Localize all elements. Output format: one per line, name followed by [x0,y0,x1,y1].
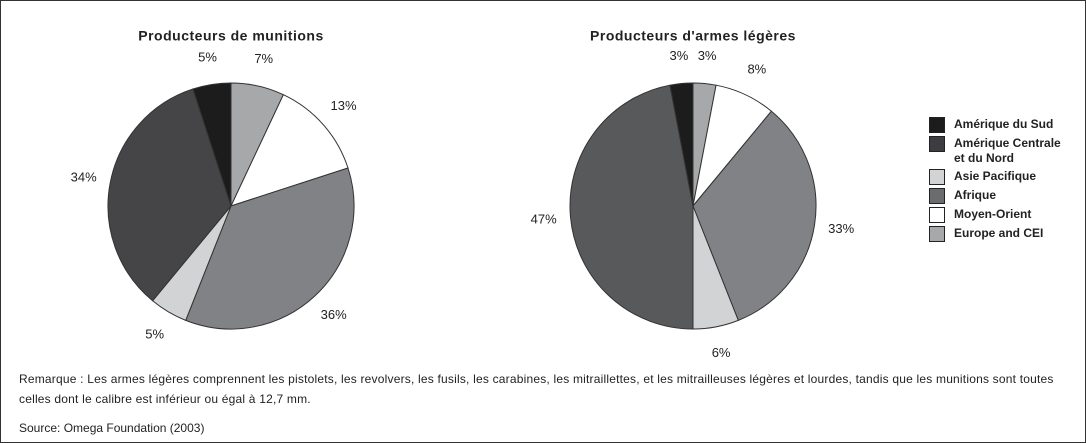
source: Source: Omega Foundation (2003) [19,421,205,435]
pie-slice [569,84,694,330]
note: Remarque : Les armes légères comprennent… [19,372,1054,406]
pie-slice [107,88,232,302]
legend-swatch [929,188,945,204]
pie-slice [185,167,355,330]
slice-label: 34% [71,169,97,184]
legend-swatch [929,207,945,223]
slice-label: 7% [254,51,273,66]
slice-label: 6% [712,345,731,360]
legend-label: Europe and CEI [954,226,1044,240]
slice-label: 3% [669,48,688,63]
slice-label: 36% [321,307,347,322]
pie-slice [230,94,349,207]
slice-label: 3% [698,48,717,63]
legend-label: Moyen-Orient [954,207,1032,221]
legend-label: Amérique du Sud [954,117,1054,131]
chart-title: Producteurs d'armes légères [590,28,796,44]
legend-swatch [929,136,945,152]
legend-swatch [929,117,945,133]
slice-label: 47% [531,212,557,227]
legend-swatch [929,169,945,185]
pie-slice [692,110,817,322]
pie-slice [669,82,694,207]
slice-label: 5% [145,327,164,342]
legend-label: Amérique Centrale et du Nord [954,136,1061,165]
legend-swatch [929,226,945,242]
legend-item: Moyen-Orient [929,207,1061,223]
legend-item: Amérique Centrale et du Nord [929,136,1061,166]
legend-item: Afrique [929,188,1061,204]
slice-label: 5% [198,49,217,64]
slice-label: 8% [747,62,766,77]
legend-label: Asie Pacifique [954,169,1037,183]
legend-item: Amérique du Sud [929,117,1061,133]
legend-item: Asie Pacifique [929,169,1061,185]
chart-title: Producteurs de munitions [138,28,323,44]
pie-slice [192,82,232,207]
legend-item: Europe and CEI [929,226,1061,242]
slice-label: 13% [331,98,357,113]
charts: Producteurs de munitions 7% 13% 36% 5% 34% 5% P… [71,28,855,360]
legend: Amérique du Sud Amérique Centrale et du N… [929,117,1061,245]
slice-label: 33% [828,221,854,236]
legend-label: Afrique [954,188,996,202]
